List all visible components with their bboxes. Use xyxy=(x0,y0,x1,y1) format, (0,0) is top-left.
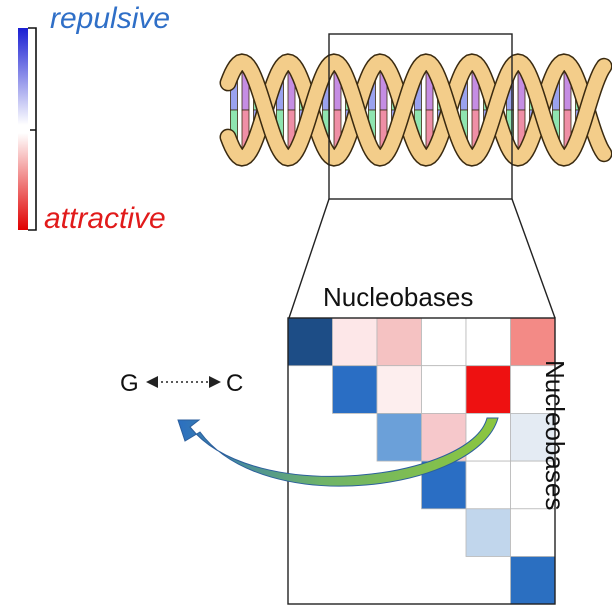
zoom-line-left xyxy=(288,198,330,319)
colorbar-repulsive-label: repulsive xyxy=(50,2,171,35)
matrix-cell-3-5 xyxy=(510,460,556,510)
matrix-cell-2-2 xyxy=(376,412,422,462)
matrix-cell-1-1 xyxy=(332,365,378,414)
colorbar-gradient xyxy=(18,28,28,230)
matrix-cell-0-1 xyxy=(332,317,378,367)
curved-arrow xyxy=(177,417,499,487)
matrix-cell-3-4 xyxy=(465,460,511,510)
base-c-label: C xyxy=(226,370,244,397)
matrix-cell-1-4 xyxy=(465,365,511,414)
matrix-cell-1-2 xyxy=(376,365,422,414)
colorbar-bracket xyxy=(28,27,37,231)
zoom-selection-box xyxy=(328,33,513,200)
right-arrowhead xyxy=(209,376,221,388)
matrix-cell-5-5 xyxy=(510,556,556,605)
matrix-cell-0-3 xyxy=(421,317,467,367)
colorbar-attractive-label: attractive xyxy=(44,202,166,235)
interaction-matrix xyxy=(287,317,556,605)
colorbar xyxy=(18,27,37,231)
matrix-cell-0-0 xyxy=(287,317,333,367)
backbone-strand-a xyxy=(221,54,611,166)
matrix-cell-1-3 xyxy=(421,365,467,414)
matrix-cell-0-5 xyxy=(510,317,556,367)
matrix-cell-1-5 xyxy=(510,365,556,414)
left-arrowhead xyxy=(146,376,158,388)
matrix-cell-4-5 xyxy=(510,508,556,557)
matrix-cell-4-4 xyxy=(465,508,511,557)
dna-helix xyxy=(219,53,612,167)
zoom-line-right xyxy=(511,198,556,319)
base-g-label: G xyxy=(120,370,139,397)
matrix-side-title: Nucleobases xyxy=(540,360,570,511)
matrix-cell-0-4 xyxy=(465,317,511,367)
matrix-top-title: Nucleobases xyxy=(323,282,474,312)
base-pair-arrow xyxy=(146,376,221,388)
matrix-frame xyxy=(287,317,556,605)
matrix-cell-0-2 xyxy=(376,317,422,367)
